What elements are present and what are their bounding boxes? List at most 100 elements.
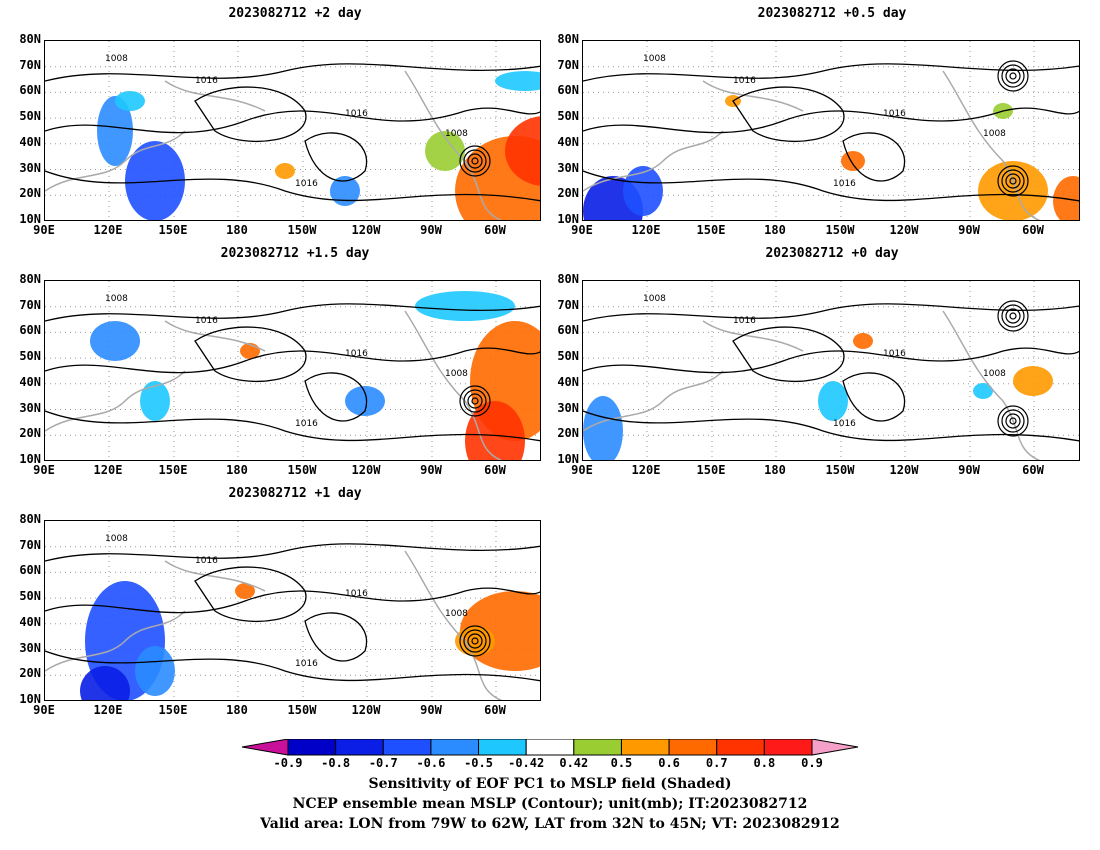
lon-tick-label: 120W [889,463,919,477]
mslp-contour [732,86,845,143]
sensitivity-shading [1013,366,1053,396]
low-pressure-center [459,625,491,657]
lon-tick-label: 180 [764,463,786,477]
mslp-contour [45,63,540,82]
colorbar-box [573,739,622,756]
colorbar-tick-label: 0.42 [559,756,589,770]
lat-tick-label: 30N [19,400,41,415]
lon-tick-label: 120E [631,463,661,477]
lon-tick-label: 180 [764,223,786,237]
lat-tick-label: 20N [19,666,41,681]
coastline [45,370,186,432]
colorbar-box [430,739,480,756]
mslp-contour [45,410,540,442]
low-pressure-center [471,157,479,165]
lat-tick-label: 50N [19,589,41,604]
coastline [702,80,804,112]
contour-label: 1016 [295,179,318,189]
sensitivity-shading [275,163,295,179]
colorbar-box [620,739,670,756]
lat-tick-label: 60N [19,323,41,338]
contour-label: 1016 [733,76,756,86]
sensitivity-shading [853,333,873,349]
colorbar-tick-label: -0.7 [368,756,398,770]
coastline [45,610,186,672]
lon-tick-label: 90W [420,703,442,717]
contour-label: 1016 [195,76,218,86]
lat-tick-label: 60N [19,83,41,98]
mslp-contour [583,347,1079,374]
sensitivity-shading [415,291,515,321]
colorbar-box [525,739,575,756]
sensitivity-shading [455,626,495,656]
low-pressure-center [997,165,1029,197]
lat-tick-label: 60N [557,83,579,98]
sensitivity-shading [818,381,848,421]
low-pressure-center [997,300,1029,332]
lat-tick-label: 30N [557,160,579,175]
mslp-contour [583,107,1079,134]
sensitivity-shading [973,383,993,399]
low-pressure-center [997,60,1029,92]
lon-tick-label: 90E [33,223,55,237]
caption-line-1: Sensitivity of EOF PC1 to MSLP field (Sh… [368,776,732,792]
low-pressure-center [1005,308,1021,324]
sensitivity-shading [1053,176,1079,220]
lat-tick-label: 70N [19,297,41,312]
sensitivity-shading [425,131,465,171]
lat-tick-label: 40N [19,614,41,629]
lat-tick-label: 10N [19,211,41,226]
caption-line-2: NCEP ensemble mean MSLP (Contour); unit(… [292,796,808,812]
sensitivity-shading [135,646,175,696]
colorbar-tick-label: -0.42 [508,756,545,770]
colorbar-box [668,739,718,756]
mslp-contour [583,63,1079,82]
mslp-contour [842,372,906,422]
mslp-contour [45,170,540,202]
panel-title-plus1.5: 2023082712 +1.5 day [220,246,370,261]
lat-tick-label: 30N [19,160,41,175]
lat-tick-label: 70N [19,537,41,552]
lat-tick-label: 70N [557,57,579,72]
map-panel-plus1.5: 1008 1016 1016 1008 1016 [44,280,541,461]
lat-tick-label: 40N [19,374,41,389]
map-panel-plus0: 1008 1016 1016 1008 1016 [582,280,1080,461]
sensitivity-shading [978,161,1048,220]
coastline [45,130,186,192]
coastline [583,130,724,192]
colorbar-tick-label: 0.6 [658,756,680,770]
lat-tick-label: 60N [557,323,579,338]
map-canvas: 1008 1016 1016 1008 1016 [583,281,1079,460]
sensitivity-shading [330,176,360,206]
mslp-contour [842,132,906,182]
low-pressure-center [1009,177,1017,185]
colorbar-tick-label: 0.9 [801,756,823,770]
lon-tick-label: 150W [287,223,317,237]
lon-tick-label: 150E [158,223,188,237]
lon-tick-label: 120E [93,703,123,717]
sensitivity-shading [495,71,540,91]
colorbar-tick-label: 0.7 [705,756,728,770]
lat-tick-label: 50N [557,349,579,364]
low-pressure-center [1009,72,1017,80]
lon-tick-label: 180 [226,463,248,477]
lat-tick-label: 50N [19,349,41,364]
colorbar-tick-label: -0.9 [273,756,303,770]
map-panel-plus1: 1008 1016 1016 1008 1016 [44,520,541,701]
lat-tick-label: 70N [19,57,41,72]
contour-label: 1008 [445,609,468,619]
contour-label: 1016 [833,179,856,189]
mslp-contour [45,107,540,134]
mslp-contour [304,132,368,182]
colorbar-box [287,739,337,756]
low-pressure-center [467,633,483,649]
contour-label: 1008 [445,369,468,379]
lon-tick-label: 120W [351,463,381,477]
lat-tick-label: 10N [557,451,579,466]
mslp-contour [45,303,540,322]
lon-tick-label: 120E [93,463,123,477]
contour-label: 1016 [295,419,318,429]
lat-tick-label: 20N [19,186,41,201]
lon-tick-label: 150E [696,223,726,237]
sensitivity-shading [583,396,623,460]
